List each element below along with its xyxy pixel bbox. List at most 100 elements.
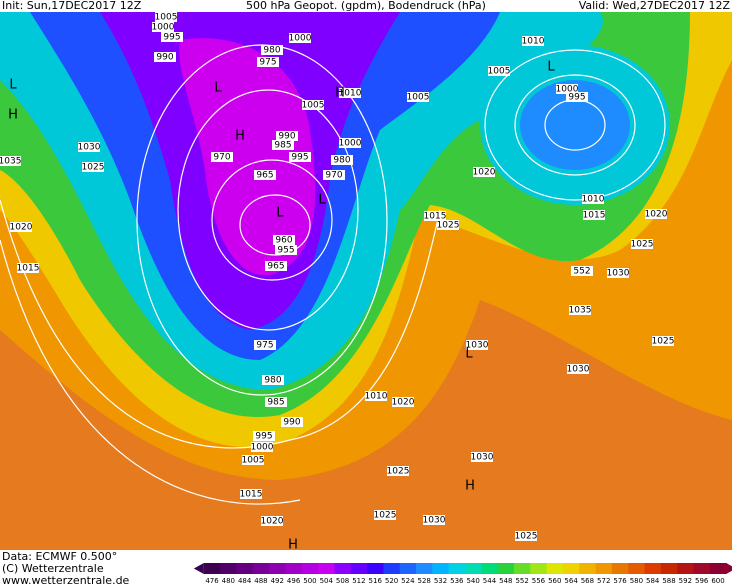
isobar-label-bg <box>387 466 409 476</box>
isobar-label-bg <box>240 489 262 499</box>
legend-label: 584 <box>646 577 660 585</box>
isobar-label: 1015 <box>240 490 263 500</box>
isobar-label: 985 <box>274 141 291 151</box>
legend-arrow-left <box>193 563 204 574</box>
map <box>0 12 732 550</box>
pressure-center: L <box>9 78 17 93</box>
legend-label: 552 <box>515 577 528 585</box>
legend-label: 580 <box>630 577 643 585</box>
legend-label: 504 <box>320 577 334 585</box>
isobar-label-bg <box>161 32 183 42</box>
isobar-label: 1025 <box>437 221 460 231</box>
pressure-center: H <box>235 129 245 144</box>
isobar-label-bg <box>261 45 283 55</box>
isobar-label-bg <box>488 66 510 76</box>
legend-swatch <box>579 563 597 574</box>
isobar-label: 1020 <box>261 517 284 527</box>
isobar-label: 1030 <box>466 341 489 351</box>
pressure-center: L <box>276 206 284 221</box>
isobar-label-bg <box>155 12 177 22</box>
isobar-label: 970 <box>213 153 230 163</box>
isobar-label-bg <box>82 162 104 172</box>
url: www.wetterzentrale.de <box>2 574 130 587</box>
isobar-label-bg <box>331 155 353 165</box>
isobar-label-bg <box>302 100 324 110</box>
legend-swatch <box>350 563 368 574</box>
isobar-label: 955 <box>277 246 294 256</box>
pressure-center: H <box>288 538 298 553</box>
isobar-label: 1030 <box>471 453 494 463</box>
isobar-label: 1030 <box>567 365 590 375</box>
isobar-label: 965 <box>267 262 284 272</box>
isobar-label: 1025 <box>652 337 675 347</box>
init-time: Init: Sun,17DEC2017 12Z <box>2 0 142 12</box>
isobar-label: 1000 <box>556 85 579 95</box>
legend-label: 484 <box>238 577 252 585</box>
isobar-label: 1030 <box>423 516 446 526</box>
isobar-label-bg <box>471 452 493 462</box>
isobar-label: 1025 <box>387 467 410 477</box>
isobar-label-bg <box>254 170 276 180</box>
isobar-label-bg <box>211 152 233 162</box>
isobar-label-bg <box>289 152 311 162</box>
legend-label: 528 <box>418 577 431 585</box>
isobar-label: 1025 <box>515 532 538 542</box>
isobar-label-bg <box>242 455 264 465</box>
isobar-label: 1010 <box>582 195 605 205</box>
isobar-label: 552 <box>573 267 590 277</box>
valid-time: Valid: Wed,27DEC2017 12Z <box>579 0 731 12</box>
isobar-label: 1005 <box>155 13 178 23</box>
isobar-label-bg <box>154 52 176 62</box>
legend-label: 596 <box>695 577 709 585</box>
pressure-center: L <box>214 81 222 96</box>
isobar-label-bg <box>473 167 495 177</box>
isobar-label-bg <box>265 261 287 271</box>
legend-label: 576 <box>613 577 627 585</box>
magenta-field <box>179 38 316 276</box>
legend-label: 544 <box>483 577 497 585</box>
legend-swatch <box>660 563 678 574</box>
isobar-label: 990 <box>156 53 173 63</box>
isobar-label-bg <box>262 375 284 385</box>
isobar-label: 1005 <box>407 93 430 103</box>
legend-swatch <box>334 563 352 574</box>
isobar-label: 985 <box>267 398 284 408</box>
isobar-label-bg <box>424 211 446 221</box>
isobar-label-bg <box>275 245 297 255</box>
isobar-label-bg <box>515 531 537 541</box>
legend-label: 540 <box>466 577 479 585</box>
legend-swatch <box>383 563 401 574</box>
legend-swatch <box>644 563 662 574</box>
isobar-label-bg <box>10 222 32 232</box>
isobar-label: 1025 <box>374 511 397 521</box>
isobar-label: 1000 <box>339 139 362 149</box>
isobar-label-bg <box>466 340 488 350</box>
isobar-label: 970 <box>325 171 342 181</box>
legend-label: 588 <box>662 577 675 585</box>
isobar-label-bg <box>569 305 591 315</box>
isobar-label-bg <box>522 36 544 46</box>
legend-swatch <box>611 563 629 574</box>
isobar-label-bg <box>78 142 100 152</box>
isobar-label: 1015 <box>583 211 606 221</box>
isobar-label: 975 <box>256 341 273 351</box>
legend-label: 572 <box>597 577 610 585</box>
legend-label: 548 <box>499 577 512 585</box>
isobar-label-bg <box>257 57 279 67</box>
legend-label: 500 <box>303 577 316 585</box>
isobar-label-bg <box>607 268 629 278</box>
isobar-label: 1025 <box>82 163 105 173</box>
legend-label: 480 <box>222 577 235 585</box>
color-legend: 476 480 484 488 492 496 500 504 508 512 516 520 524 5… <box>193 563 732 585</box>
isobar-label-bg <box>281 417 303 427</box>
isobar-label: 995 <box>163 33 180 43</box>
isobar-label: 1015 <box>424 212 447 222</box>
isobar-label: 1015 <box>17 264 40 274</box>
isobar-label-bg <box>265 397 287 407</box>
isobar-label: 1030 <box>607 269 630 279</box>
legend-swatch <box>416 563 433 574</box>
isobar-label: 1020 <box>392 398 415 408</box>
isobar-label: 1005 <box>488 67 511 77</box>
isobar-label: 1005 <box>302 101 325 111</box>
legend-swatch <box>236 563 254 574</box>
